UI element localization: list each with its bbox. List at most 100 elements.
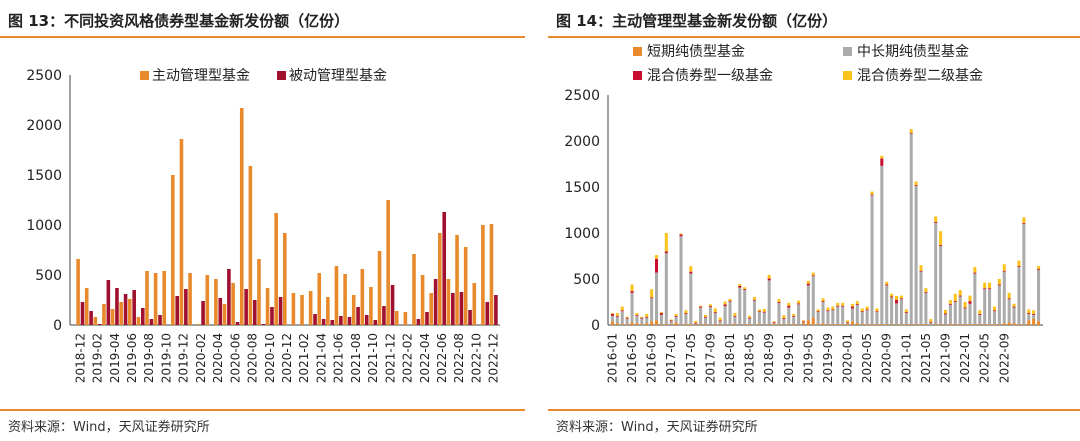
mixed-bond-1-segment [772, 322, 776, 324]
right-y-tick-label: 1500 [564, 180, 600, 196]
mid-long-bond-segment [1032, 314, 1036, 319]
right-y-tick-label: 500 [573, 272, 600, 288]
mixed-bond-2-segment [875, 308, 879, 312]
mixed-bond-2-segment [865, 306, 869, 310]
mixed-bond-1-segment [694, 322, 698, 324]
mixed-bond-2-segment [992, 306, 996, 311]
mixed-bond-1-segment [992, 310, 996, 312]
mixed-bond-2-segment [635, 313, 639, 315]
mixed-bond-1-segment [914, 185, 918, 187]
left-x-tick-label: 2021-06 [332, 333, 346, 383]
passive-bar [433, 279, 438, 325]
right-x-tick-label: 2016-01 [605, 333, 619, 383]
mid-long-bond-segment [924, 292, 928, 325]
short-bond-segment [674, 322, 678, 325]
active-bar [377, 251, 382, 325]
mixed-bond-2-segment [610, 313, 614, 314]
mixed-bond-1-segment [708, 306, 712, 308]
mixed-bond-2-segment [615, 313, 619, 316]
mixed-bond-2-segment [968, 295, 972, 302]
mixed-bond-1-segment [630, 290, 634, 293]
mid-long-bond-segment [718, 321, 722, 325]
mid-long-bond-segment [708, 307, 712, 325]
left-title-rule [0, 36, 525, 38]
mixed-bond-1-segment [1012, 306, 1016, 308]
short-bond-segment [983, 324, 987, 325]
mixed-bond-2-segment [669, 319, 673, 321]
mid-long-bond-segment [963, 308, 967, 325]
mixed-bond-1-segment [890, 296, 894, 298]
active-bar [334, 266, 339, 325]
short-bond-segment [664, 324, 668, 325]
short-bond-segment [909, 324, 913, 325]
mid-long-bond-segment [610, 315, 614, 322]
passive-bar [442, 212, 447, 325]
passive-bar [485, 302, 490, 325]
mixed-bond-2-segment [919, 265, 923, 271]
mixed-bond-2-segment [645, 313, 649, 317]
mid-long-bond-segment [713, 313, 717, 325]
mid-long-bond-segment [640, 318, 644, 325]
mixed-bond-2-segment [728, 298, 732, 301]
mid-long-bond-segment [728, 301, 732, 325]
short-bond-segment [630, 322, 634, 325]
mixed-bond-2-segment [939, 231, 943, 245]
mixed-bond-2-segment [723, 301, 727, 305]
short-bond-segment [850, 321, 854, 325]
left-y-tick-label: 1500 [26, 168, 62, 184]
passive-bar [227, 269, 231, 325]
mixed-bond-1-segment [963, 307, 967, 309]
left-chart-panel: 图 13：不同投资风格债券型基金新发份额（亿份） 0 500 1000 1500 200… [0, 0, 525, 441]
short-bond-segment [826, 324, 830, 325]
active-bar [446, 279, 451, 325]
mixed-bond-1-segment [894, 299, 899, 304]
active-bar [481, 225, 485, 325]
passive-bar [494, 295, 498, 325]
mid-long-bond-segment [694, 323, 698, 325]
short-bond-segment [968, 324, 972, 325]
left-x-tick-label: 2019-04 [108, 333, 122, 383]
mid-long-bond-segment [738, 287, 742, 325]
mixed-bond-2-segment [718, 317, 722, 321]
active-bar [248, 166, 253, 325]
mid-long-bond-segment [865, 310, 869, 325]
passive-bar [330, 320, 335, 325]
left-chart-title: 图 13：不同投资风格债券型基金新发份额（亿份） [8, 12, 350, 30]
left-x-tick-label: 2019-08 [142, 333, 156, 383]
mixed-bond-1-segment [973, 272, 977, 274]
mixed-bond-1-segment [718, 320, 722, 322]
left-x-tick-label: 2020-02 [194, 333, 208, 383]
short-bond-segment [841, 324, 845, 325]
passive-bar [390, 285, 395, 325]
mixed-bond-1-segment [978, 313, 982, 315]
mid-long-bond-segment [885, 285, 889, 325]
right-x-tick-label: 2017-09 [703, 333, 717, 383]
mixed-bond-2-segment [738, 284, 742, 286]
mixed-bond-1-segment [983, 288, 987, 290]
mixed-bond-1-segment [816, 311, 820, 313]
passive-bar [321, 319, 326, 325]
left-legend-label: 被动管理型基金 [289, 67, 387, 84]
mid-long-bond-segment [992, 311, 996, 325]
short-bond-segment [1027, 320, 1031, 325]
mixed-bond-1-segment [645, 316, 649, 318]
passive-bar [89, 311, 93, 325]
short-bond-segment [703, 324, 708, 325]
mixed-bond-1-segment [865, 309, 869, 311]
mid-long-bond-segment [909, 133, 913, 325]
short-bond-segment [620, 324, 624, 325]
mixed-bond-1-segment [943, 313, 948, 315]
active-bar [489, 224, 494, 325]
active-bar [455, 235, 459, 325]
mixed-bond-1-segment [870, 194, 874, 196]
mixed-bond-2-segment [743, 287, 747, 290]
short-bond-segment [836, 324, 840, 325]
mid-long-bond-segment [948, 304, 952, 325]
mid-long-bond-segment [767, 280, 771, 325]
mixed-bond-2-segment [684, 310, 688, 314]
mixed-bond-1-segment [792, 315, 796, 317]
short-bond-segment [792, 324, 796, 325]
short-bond-segment [919, 324, 923, 325]
mid-long-bond-segment [831, 310, 835, 325]
passive-bar [382, 306, 386, 325]
